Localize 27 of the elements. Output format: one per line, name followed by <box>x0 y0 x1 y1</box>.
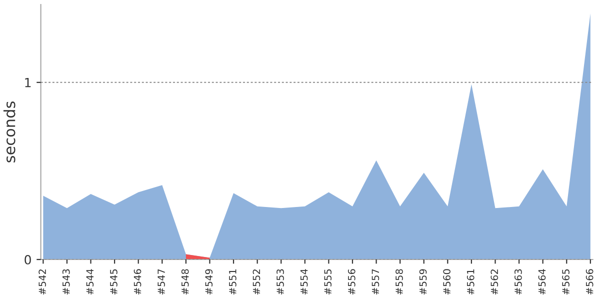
x-tick-label: #551 <box>229 269 236 294</box>
x-tick-label: #544 <box>86 269 94 294</box>
x-tick-label: #562 <box>490 270 498 294</box>
x-tick-label: #556 <box>348 269 356 294</box>
x-tick-label: #557 <box>372 269 380 294</box>
x-tick-label: #547 <box>158 269 165 294</box>
x-tick-label: #566 <box>586 269 594 294</box>
x-tick-label: #552 <box>252 270 260 294</box>
x-tick-label: #559 <box>419 269 427 294</box>
x-tick-label: #563 <box>514 269 522 294</box>
y-axis-title: seconds <box>3 102 16 162</box>
x-tick-label: #565 <box>562 269 570 294</box>
x-tick-label: #553 <box>276 269 284 294</box>
x-tick-label: #564 <box>538 269 546 294</box>
y-tick-label: 1 <box>25 78 31 88</box>
x-tick-label: #549 <box>205 269 213 294</box>
x-tick-label: #561 <box>466 269 474 294</box>
x-tick-label: #545 <box>110 269 118 294</box>
x-tick-label: #543 <box>62 269 70 294</box>
x-tick-label: #560 <box>443 269 450 294</box>
x-tick-label: #555 <box>324 269 332 294</box>
x-tick-label: #546 <box>134 269 142 294</box>
x-tick-label: #554 <box>300 269 308 294</box>
x-tick-label: #558 <box>396 269 403 294</box>
x-tick-label: #548 <box>181 269 189 294</box>
y-tick-label: 0 <box>24 254 31 264</box>
x-tick-label: #542 <box>38 270 46 294</box>
